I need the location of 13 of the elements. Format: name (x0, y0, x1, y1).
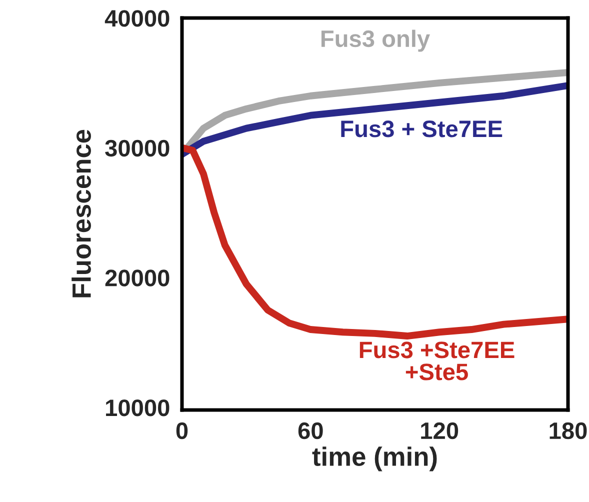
y-tick-label: 10000 (106, 399, 170, 416)
series-label: Fus3 + Ste7EE (341, 120, 502, 138)
y-tick-label: 40000 (104, 10, 170, 27)
series-label: Fus3 +Ste7EE +Ste5 (360, 342, 514, 380)
x-tick-label: 180 (550, 422, 587, 440)
series-label: Fus3 only (321, 30, 430, 52)
y-tick-label: 20000 (105, 270, 170, 286)
x-tick-label: 0 (176, 422, 188, 440)
x-tick-label: 60 (298, 422, 323, 440)
y-axis-title: Fluorescence (72, 130, 91, 298)
y-tick-label: 30000 (105, 140, 170, 157)
x-axis-title: time (min) (312, 446, 437, 472)
x-tick-label: 120 (421, 422, 458, 440)
